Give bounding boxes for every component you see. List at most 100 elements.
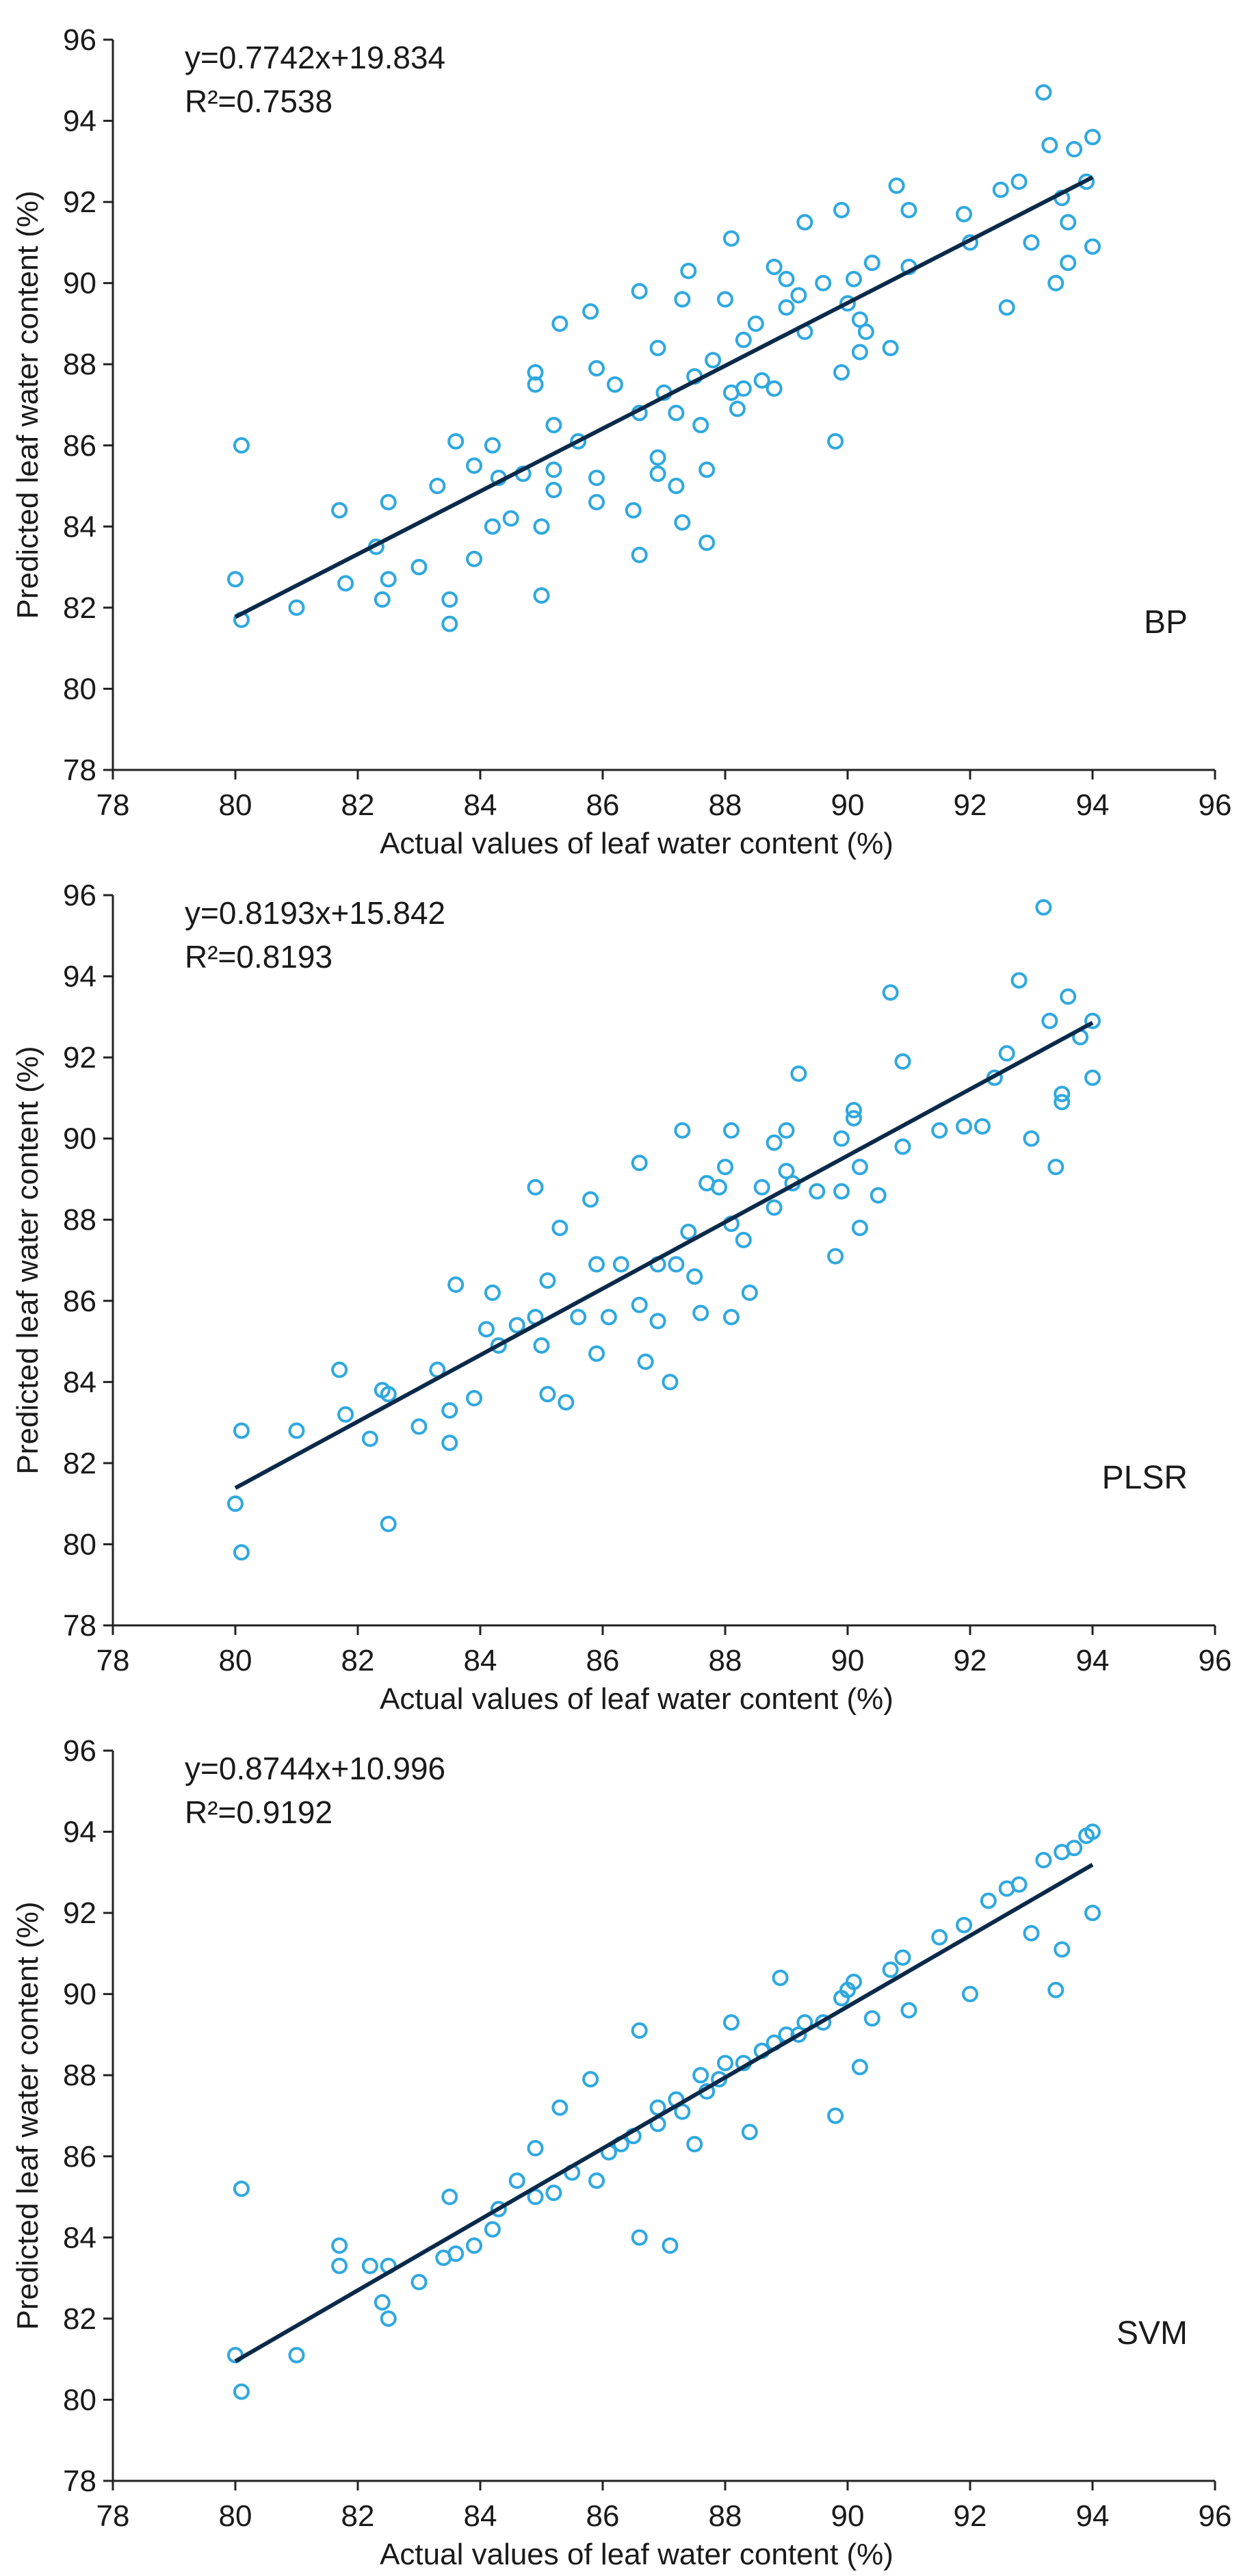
data-point	[233, 2180, 250, 2198]
data-point	[490, 2200, 507, 2217]
data-point	[570, 1309, 587, 1326]
data-point	[827, 433, 844, 450]
data-point	[545, 461, 562, 478]
data-point	[539, 1272, 556, 1289]
data-point	[484, 518, 501, 535]
x-tick-label: 94	[1076, 2499, 1110, 2533]
data-point	[992, 181, 1009, 198]
data-point	[1047, 1981, 1064, 1998]
model-label: SVM	[1116, 2315, 1188, 2352]
data-point	[674, 1122, 691, 1139]
data-point	[606, 376, 623, 393]
data-point	[668, 478, 685, 495]
data-point	[1041, 1012, 1058, 1029]
data-point	[410, 1418, 428, 1435]
y-tick-label: 84	[63, 510, 96, 543]
data-point	[956, 205, 973, 222]
data-point	[674, 291, 691, 308]
data-point	[747, 315, 764, 332]
data-point	[998, 299, 1015, 316]
data-point	[551, 315, 569, 332]
x-tick-label: 90	[831, 2499, 865, 2533]
data-point	[900, 201, 917, 218]
data-point	[288, 2347, 305, 2364]
data-point	[539, 1386, 556, 1403]
data-point	[686, 2135, 703, 2152]
data-point	[1035, 1852, 1052, 1869]
data-point	[753, 372, 770, 389]
data-point	[361, 1430, 378, 1447]
x-tick-label: 94	[1076, 1644, 1110, 1677]
data-point	[956, 1118, 973, 1135]
data-point	[772, 1969, 789, 1986]
data-point	[466, 457, 483, 474]
data-point	[649, 465, 666, 482]
data-point	[851, 1159, 868, 1176]
data-point	[1060, 255, 1077, 272]
data-point	[962, 1985, 978, 2002]
x-tick-label: 90	[831, 1644, 865, 1677]
data-point	[233, 1422, 250, 1439]
data-point	[631, 1155, 648, 1172]
x-tick-label: 82	[341, 2499, 375, 2533]
data-point	[717, 291, 733, 308]
data-point	[1035, 899, 1052, 916]
data-point	[790, 1065, 807, 1082]
x-tick-label: 88	[709, 788, 742, 822]
x-tick-label: 86	[586, 2499, 620, 2533]
data-point	[1084, 129, 1101, 146]
data-point	[570, 433, 587, 450]
data-point	[778, 270, 795, 287]
data-point	[588, 469, 605, 487]
y-tick-label: 80	[63, 2383, 96, 2417]
data-point	[1041, 137, 1058, 154]
data-point	[863, 2010, 880, 2027]
model-label: BP	[1144, 604, 1188, 641]
r-squared: R²=0.9192	[185, 1794, 332, 1830]
x-tick-label: 78	[96, 788, 130, 822]
data-point	[735, 380, 752, 397]
data-point	[447, 433, 465, 450]
r-squared: R²=0.7538	[185, 83, 332, 119]
data-point	[845, 1110, 862, 1127]
data-point	[508, 1317, 525, 1334]
data-point	[545, 481, 562, 498]
data-point	[631, 1296, 648, 1313]
y-tick-label: 78	[63, 754, 96, 787]
data-point	[637, 1353, 654, 1370]
data-point	[337, 575, 354, 592]
data-point	[380, 493, 397, 511]
x-tick-label: 96	[1199, 1644, 1232, 1677]
fit-equation: y=0.7742x+19.834	[185, 40, 445, 75]
x-tick-label: 78	[96, 1644, 130, 1677]
y-tick-label: 94	[63, 1816, 96, 1849]
data-point	[833, 201, 850, 218]
data-point	[612, 1256, 629, 1273]
data-point	[380, 1386, 397, 1403]
y-tick-label: 78	[63, 2464, 96, 2498]
y-axis-title: Predicted leaf water content (%)	[11, 1046, 44, 1474]
y-tick-label: 92	[63, 1041, 96, 1074]
data-point	[551, 2099, 569, 2116]
data-point	[466, 2237, 483, 2254]
data-point	[527, 1178, 544, 1196]
data-point	[361, 2257, 378, 2274]
data-point	[857, 323, 874, 340]
data-point	[466, 1390, 483, 1407]
r-squared: R²=0.8193	[185, 939, 332, 975]
data-point	[527, 364, 544, 381]
data-point	[998, 1045, 1015, 1062]
data-point	[527, 376, 544, 393]
x-tick-label: 94	[1076, 788, 1110, 822]
data-point	[674, 2103, 691, 2120]
data-point	[380, 571, 397, 588]
data-point	[833, 364, 850, 381]
data-point	[466, 550, 483, 567]
data-point	[1010, 173, 1028, 190]
data-point	[1023, 234, 1040, 251]
data-point	[600, 1309, 617, 1326]
y-axis-title: Predicted leaf water content (%)	[11, 190, 44, 619]
y-tick-label: 94	[63, 105, 96, 138]
data-point	[851, 344, 868, 361]
